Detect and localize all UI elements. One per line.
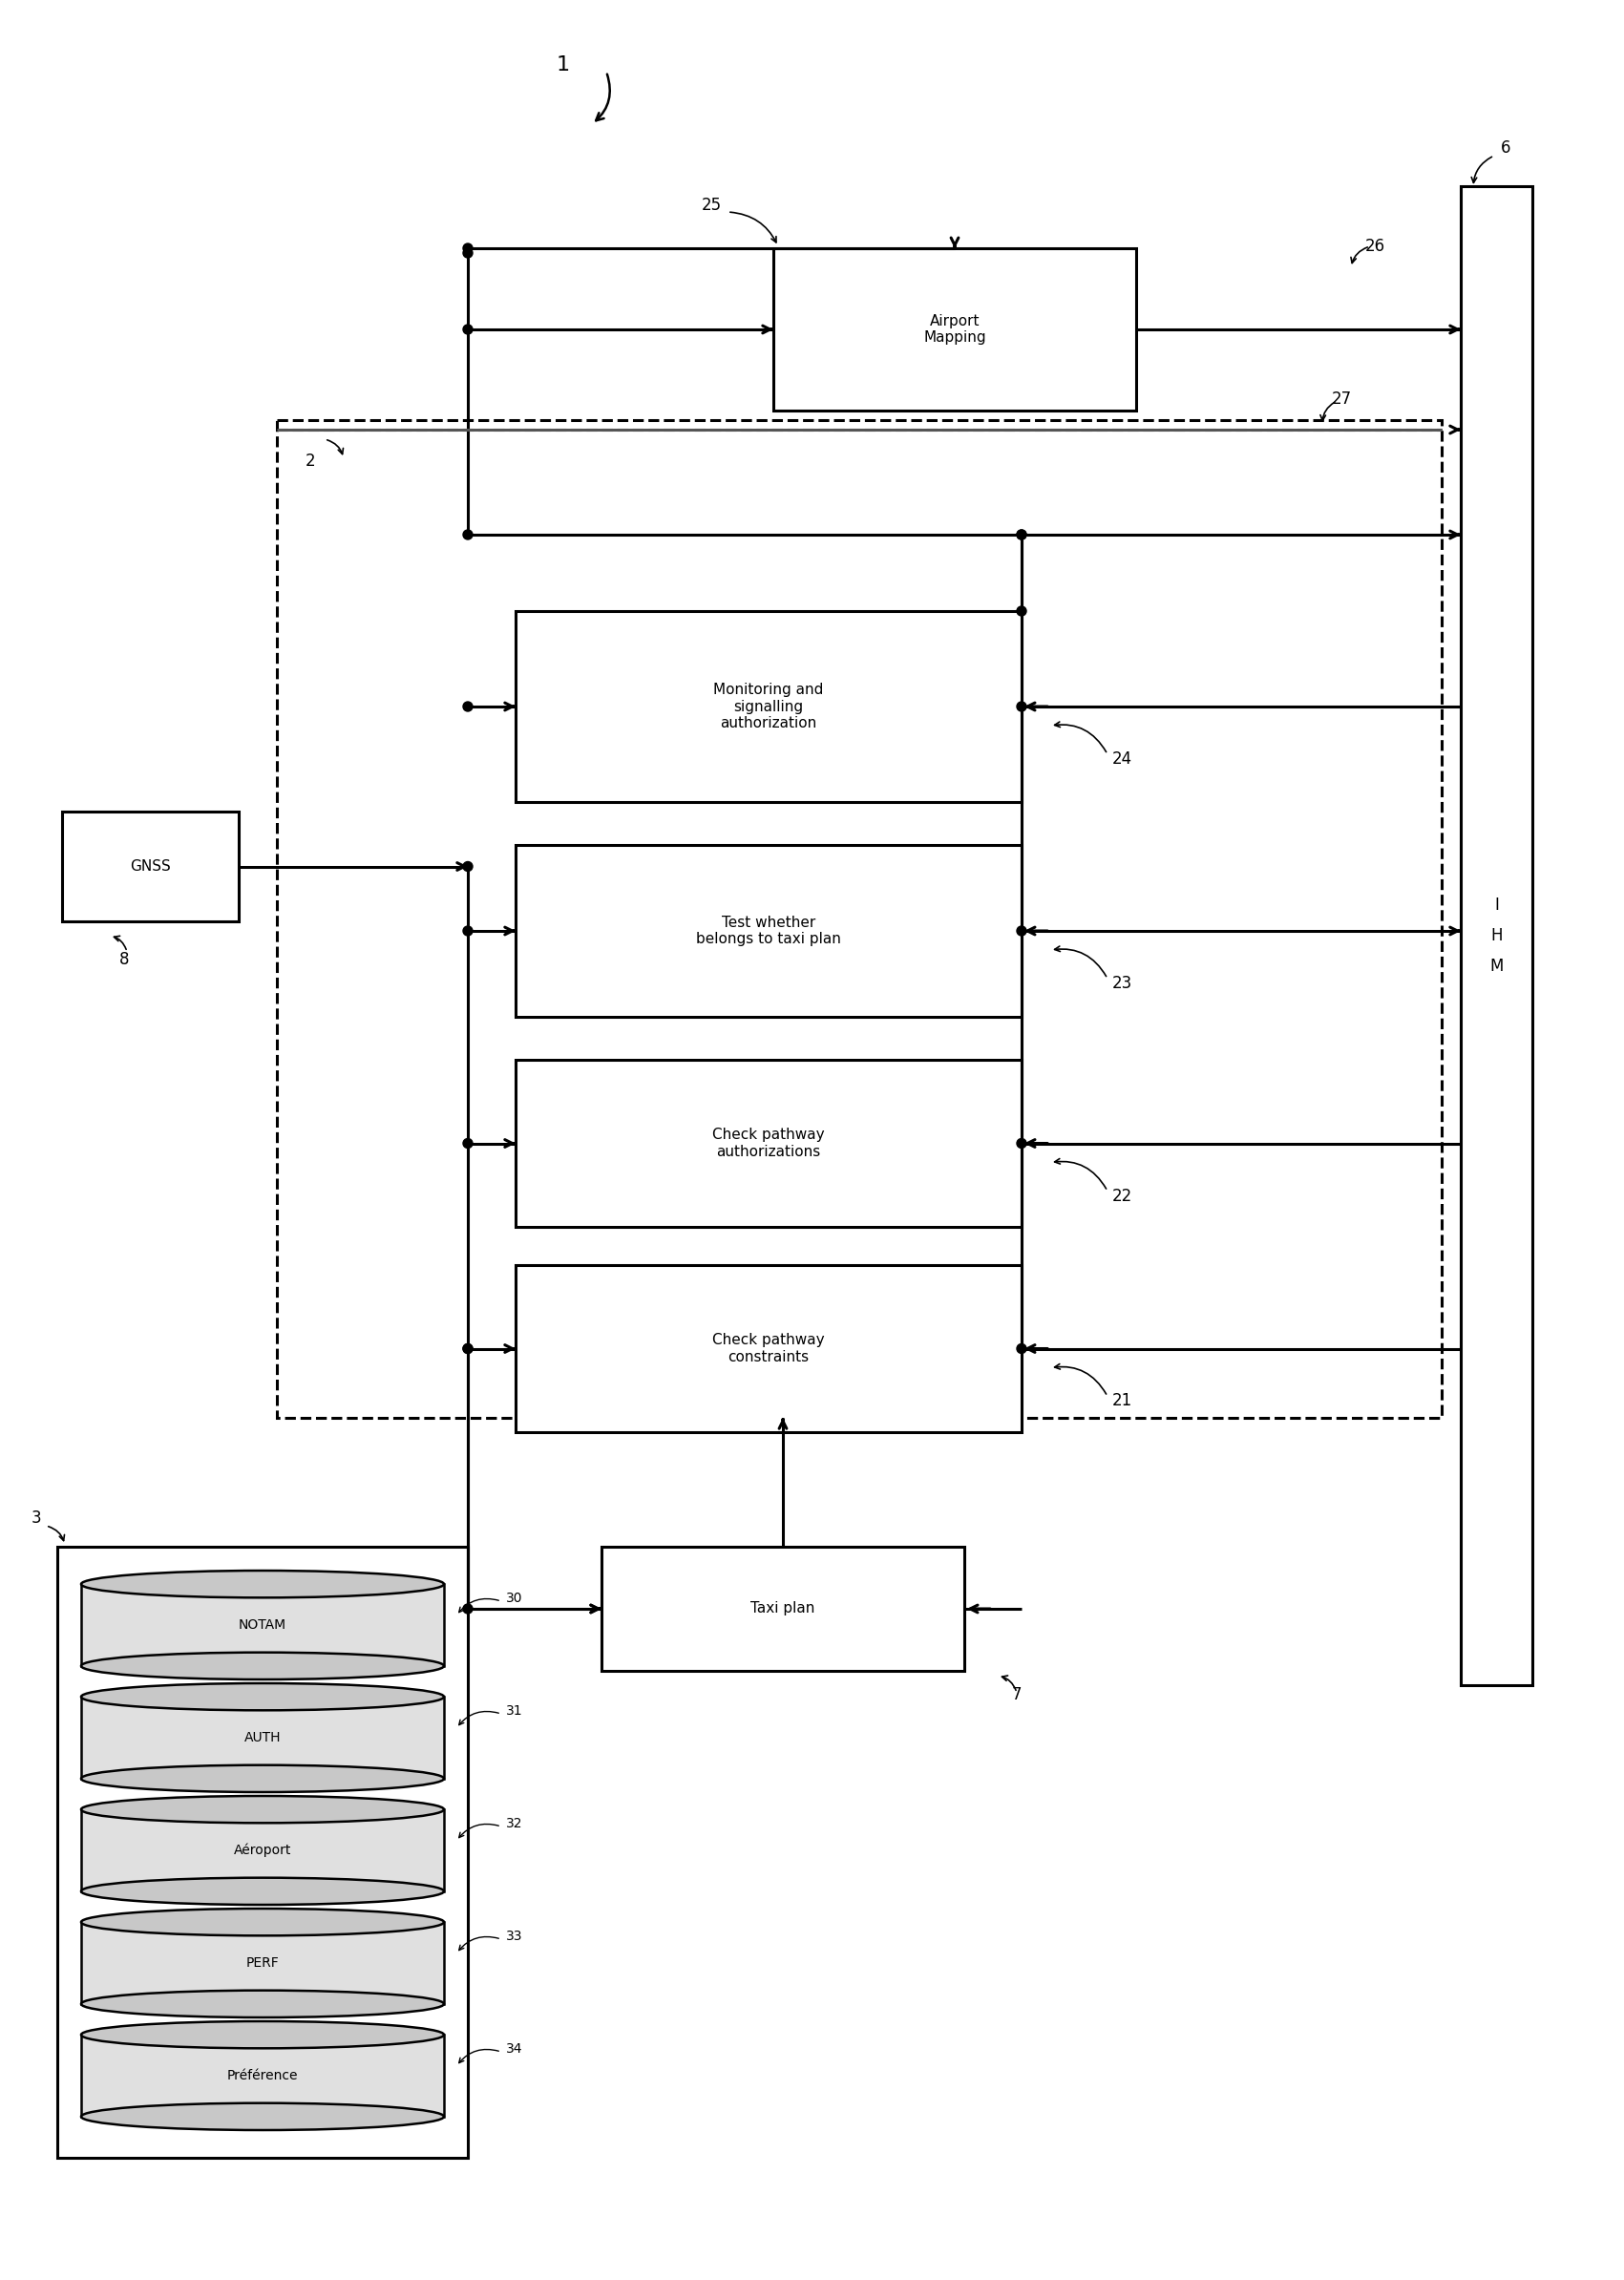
Text: Préférence: Préférence [227,2068,299,2082]
Ellipse shape [81,1653,443,1680]
Circle shape [1017,702,1026,711]
Bar [515,611,1021,803]
Circle shape [463,324,473,335]
Bar [515,1060,1021,1227]
Text: Test whether
belongs to taxi plan: Test whether belongs to taxi plan [697,917,841,946]
Circle shape [463,249,473,258]
Bar [81,1696,443,1778]
Ellipse shape [81,1765,443,1792]
Text: 22: 22 [1112,1188,1132,1204]
Text: 30: 30 [507,1591,523,1605]
Text: Monitoring and
signalling
authorization: Monitoring and signalling authorization [713,682,823,730]
Text: PERF: PERF [245,1956,279,1970]
Text: Check pathway
authorizations: Check pathway authorizations [713,1129,825,1158]
Bar [57,1546,468,2157]
Text: 32: 32 [507,1817,523,1831]
Bar [773,249,1137,410]
Text: Taxi plan: Taxi plan [750,1601,815,1617]
Circle shape [463,926,473,935]
Bar [515,846,1021,1017]
Bar [62,812,239,921]
Text: 8: 8 [119,951,130,969]
Ellipse shape [81,2102,443,2130]
Text: 33: 33 [507,1929,523,1943]
Ellipse shape [81,1990,443,2018]
Ellipse shape [81,1797,443,1824]
Text: I
H
M: I H M [1489,896,1504,976]
Bar [515,1265,1021,1432]
Text: 7: 7 [1012,1687,1021,1703]
Ellipse shape [81,1683,443,1710]
Bar [81,1922,443,2004]
Circle shape [1017,926,1026,935]
Text: 23: 23 [1112,976,1132,992]
Circle shape [1017,1138,1026,1149]
Bar [81,2034,443,2116]
Ellipse shape [81,1571,443,1598]
Text: 21: 21 [1112,1393,1132,1409]
Text: AUTH: AUTH [244,1731,281,1744]
Text: 27: 27 [1332,390,1353,408]
Text: 31: 31 [507,1703,523,1717]
Circle shape [1017,606,1026,616]
Text: 1: 1 [557,55,570,75]
Ellipse shape [81,1879,443,1904]
Text: 25: 25 [702,196,721,214]
Circle shape [463,1605,473,1614]
Text: Airport
Mapping: Airport Mapping [924,315,986,344]
Circle shape [463,244,473,253]
Text: 2: 2 [305,451,315,470]
Bar [1460,187,1533,1685]
Ellipse shape [81,2022,443,2047]
Bar [81,1810,443,1890]
Bar [276,420,1442,1418]
Text: 34: 34 [507,2043,523,2057]
Text: 3: 3 [31,1509,41,1528]
Circle shape [463,529,473,540]
Circle shape [1017,529,1026,540]
Bar [601,1546,965,1671]
Circle shape [463,702,473,711]
Circle shape [463,1343,473,1354]
Bar [81,1585,443,1667]
Circle shape [463,1343,473,1354]
Text: Check pathway
constraints: Check pathway constraints [713,1334,825,1363]
Circle shape [1017,1343,1026,1354]
Ellipse shape [81,1908,443,1936]
Text: 26: 26 [1366,237,1385,255]
Text: 6: 6 [1501,139,1510,157]
Text: Aéroport: Aéroport [234,1845,291,1858]
Circle shape [463,1138,473,1149]
Circle shape [463,862,473,871]
Text: GNSS: GNSS [130,860,171,873]
Text: NOTAM: NOTAM [239,1619,286,1632]
Circle shape [1017,529,1026,540]
Text: 24: 24 [1112,750,1132,768]
